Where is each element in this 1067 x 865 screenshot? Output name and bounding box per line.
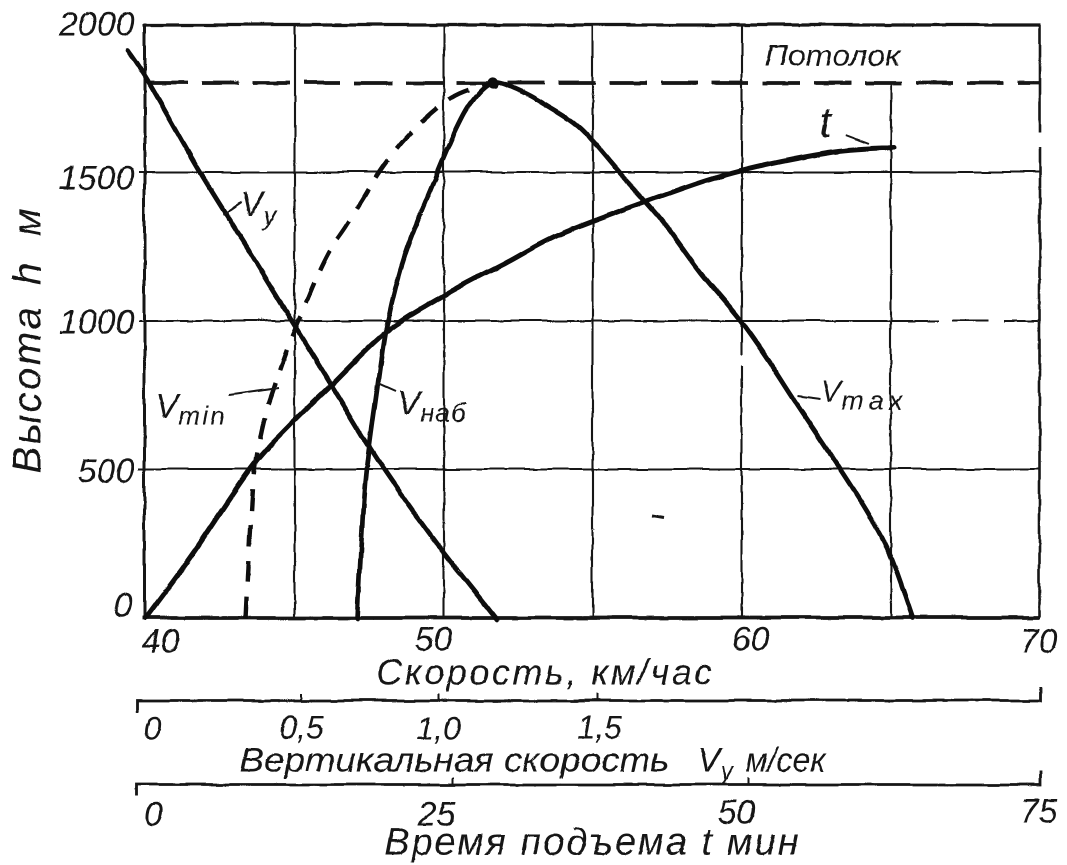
svg-text:500: 500 <box>77 452 134 490</box>
svg-text:1,5: 1,5 <box>577 709 622 745</box>
svg-text:1500: 1500 <box>58 159 134 197</box>
svg-text:Потолок: Потолок <box>764 39 902 72</box>
svg-text:Vmax: Vmax <box>820 373 907 415</box>
svg-text:Vy: Vy <box>240 185 278 230</box>
svg-text:2000: 2000 <box>57 5 134 43</box>
svg-text:0: 0 <box>143 710 161 746</box>
svg-text:50: 50 <box>414 620 452 658</box>
svg-text:50: 50 <box>717 793 755 831</box>
svg-text:Vу: Vу <box>697 741 735 785</box>
svg-text:м/сек: м/сек <box>745 741 827 779</box>
svg-text:0: 0 <box>113 586 132 624</box>
svg-text:1000: 1000 <box>58 303 134 341</box>
svg-text:t: t <box>819 98 833 145</box>
svg-text:60: 60 <box>731 620 769 658</box>
svg-text:Вертикальная скорость: Вертикальная скорость <box>239 741 669 779</box>
svg-text:40: 40 <box>141 622 179 660</box>
svg-text:Скорость, км/час: Скорость, км/час <box>376 651 714 692</box>
svg-text:Vнаб: Vнаб <box>397 384 466 427</box>
svg-text:25: 25 <box>416 795 455 833</box>
svg-text:0: 0 <box>144 795 163 833</box>
svg-text:0,5: 0,5 <box>279 709 324 745</box>
svg-text:70: 70 <box>1019 622 1057 660</box>
svg-text:75: 75 <box>1019 792 1057 830</box>
svg-text:Vmin: Vmin <box>155 387 227 430</box>
svg-text:Время подъема t мин: Время подъема t мин <box>384 821 800 863</box>
svg-text:Высотаhм: Высотаhм <box>5 206 49 473</box>
svg-text:1,0: 1,0 <box>416 710 461 746</box>
